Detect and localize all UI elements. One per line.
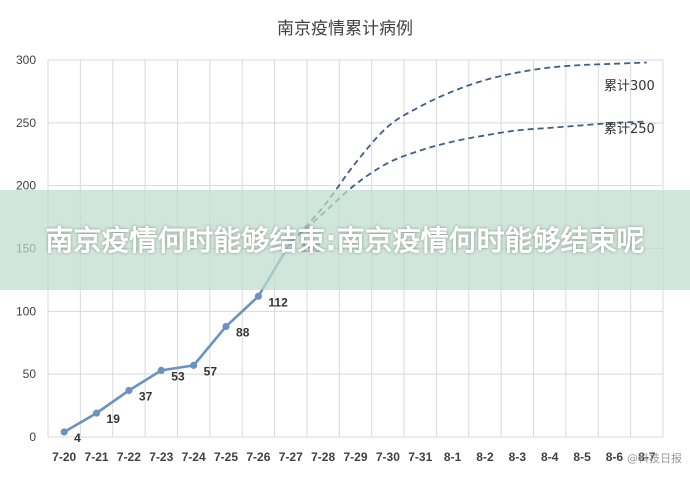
x-tick-label: 7-21	[85, 450, 109, 464]
x-tick-label: 7-25	[214, 450, 238, 464]
data-label: 37	[139, 390, 153, 404]
x-tick-label: 7-26	[246, 450, 270, 464]
data-point	[125, 386, 133, 395]
data-point	[190, 361, 198, 369]
x-tick-label: 8-2	[476, 450, 494, 464]
x-tick-label: 7-31	[408, 450, 432, 464]
annotation-300: 累计300	[604, 79, 655, 94]
data-label: 53	[171, 369, 185, 383]
data-point	[254, 292, 262, 300]
y-tick-label: 100	[16, 304, 36, 318]
x-tick-label: 7-24	[182, 450, 206, 464]
data-point	[157, 366, 165, 374]
annotation-250: 累计250	[604, 122, 655, 137]
x-tick-label: 7-27	[279, 450, 303, 464]
x-tick-label: 8-3	[509, 450, 527, 464]
x-tick-label: 8-1	[444, 450, 462, 464]
y-tick-label: 250	[16, 116, 36, 130]
x-tick-label: 7-22	[117, 450, 141, 464]
cases-line	[63, 241, 292, 434]
x-tick-label: 7-30	[376, 450, 400, 464]
y-tick-label: 50	[23, 367, 37, 381]
projection-line-2	[290, 120, 647, 243]
projection-line-1	[290, 61, 647, 243]
x-tick-label: 7-28	[311, 450, 335, 464]
y-tick-label: 300	[16, 53, 36, 67]
headline-text: 南京疫情何时能够结束:南京疫情何时能够结束呢	[45, 223, 645, 257]
x-tick-label: 8-6	[606, 450, 624, 464]
data-label: 19	[107, 412, 121, 426]
x-tick-label: 8-5	[573, 450, 591, 464]
data-label: 112	[268, 295, 288, 309]
data-label: 4	[74, 431, 81, 445]
x-tick-label: 7-23	[149, 450, 173, 464]
data-point	[222, 322, 230, 331]
data-label: 88	[236, 325, 250, 339]
x-tick-label: 7-20	[52, 450, 76, 464]
x-tick-label: 8-4	[541, 450, 559, 464]
data-point	[60, 428, 68, 436]
y-tick-label: 0	[29, 430, 36, 444]
data-label: 57	[204, 364, 218, 378]
chart-title: 南京疫情累计病例	[277, 19, 413, 39]
headline-banner: 南京疫情何时能够结束:南京疫情何时能够结束呢	[0, 190, 690, 290]
y-tick-label: 200	[16, 179, 36, 193]
x-tick-label: 8-7	[638, 450, 656, 464]
watermark: @科技日报	[627, 451, 682, 465]
data-point	[92, 409, 101, 417]
x-axis: 7-20 7-21 7-22 7-23 7-24 7-25 7-26 7-27 7-28 7-29…	[52, 450, 656, 464]
x-tick-label: 7-29	[343, 450, 367, 464]
